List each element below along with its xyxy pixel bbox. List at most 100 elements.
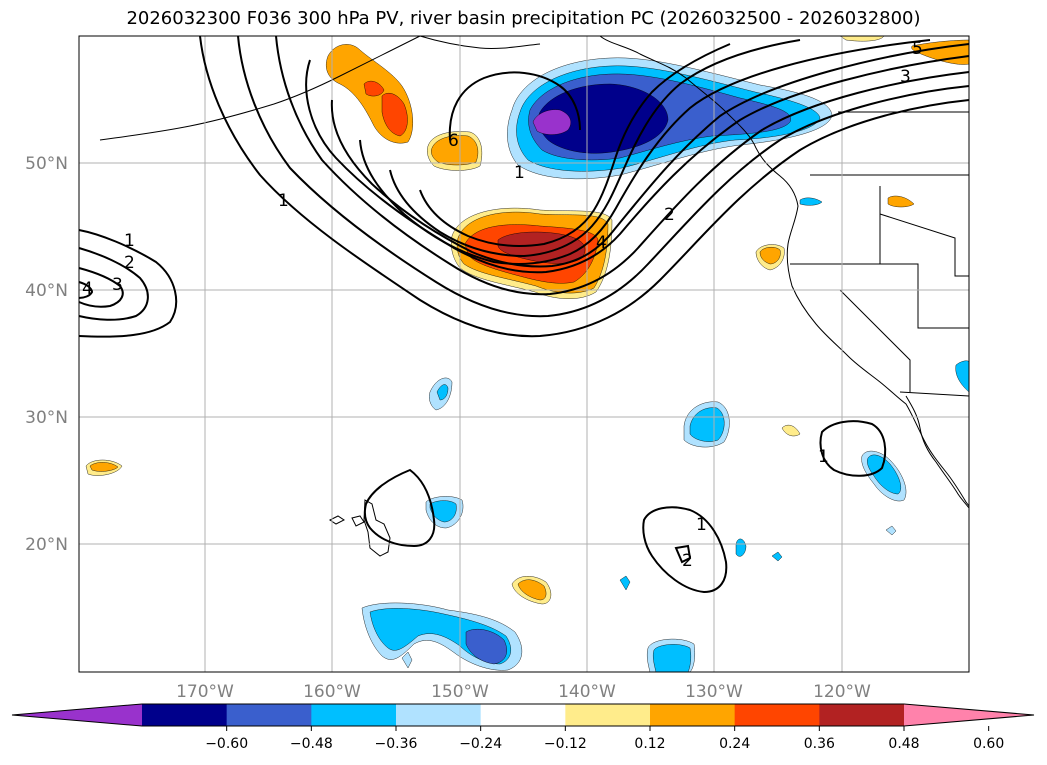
pos-shade-alaska-strong-2: [363, 80, 385, 97]
contour-label-9: 5: [912, 39, 923, 59]
colorbar-tick-label: 0.48: [888, 736, 919, 752]
map-frame: [78, 35, 970, 673]
colorbar-tick-label: 0.36: [804, 736, 835, 752]
colorbar-segment: [734, 704, 820, 726]
graticule: [79, 36, 969, 672]
pv-contour-1d: [305, 55, 970, 274]
colorbar-tick-label: −0.24: [459, 736, 502, 752]
pv-contour-west-4: [78, 281, 94, 299]
colorbar-tick-label: −0.36: [375, 736, 418, 752]
pv-contour-20n-inner: [674, 544, 692, 564]
contour-label-8: 4: [82, 279, 93, 299]
pos-shade-50n-mid: [431, 135, 479, 166]
colorbar-tick-label: −0.48: [290, 736, 333, 752]
neg-shade-tiny-6: [401, 651, 413, 669]
contour-label-14: 2: [682, 551, 693, 571]
neg-shade-gulf-extreme: [532, 109, 571, 135]
lon-label-150w: 150°W: [431, 682, 489, 702]
contour-label-2: 2: [664, 205, 675, 225]
precip-negative-shading: [361, 57, 970, 673]
lon-label-160w: 160°W: [303, 682, 361, 702]
neg-shade-tiny-4: [885, 525, 897, 536]
map-title: 2026032300 F036 300 hPa PV, river basin …: [126, 8, 921, 29]
colorbar-segment: [311, 704, 397, 726]
neg-shade-blob-bottom-mid: [652, 644, 692, 673]
lon-label-130w: 130°W: [685, 682, 743, 702]
neg-shade-tiny-1: [735, 538, 747, 557]
border-states-3: [879, 186, 969, 277]
pv-contour-hawaii: [363, 468, 436, 548]
neg-shade-tiny-5: [799, 197, 823, 206]
pos-shade-ca-mid: [759, 247, 781, 265]
neg-shade-blob-15n-strong: [465, 629, 507, 665]
lat-label-30n: 30°N: [25, 408, 68, 428]
neg-shade-tiny-3: [771, 551, 783, 562]
pv-contour-4: [389, 39, 801, 258]
lat-label-20n: 20°N: [25, 535, 68, 555]
pv-contour-west-3: [78, 267, 124, 308]
pv-contour-3: [359, 39, 931, 265]
contour-label-11: 1: [514, 163, 525, 183]
colorbar-extend-high: [904, 704, 1034, 726]
border-states-4: [839, 289, 911, 392]
island-big-island: [363, 499, 391, 557]
pv-contour-6: [448, 71, 581, 141]
colorbar-segment: [142, 704, 228, 726]
island-maui: [351, 515, 365, 527]
pos-shade-alaska-strong: [381, 93, 408, 137]
border-states-2: [880, 263, 969, 329]
neg-shade-tiny-2: [619, 575, 631, 591]
colorbar-segment: [565, 704, 651, 726]
coastline-alaska-se: [419, 35, 541, 49]
border-us-mexico: [899, 391, 970, 397]
coastline-baja: [905, 395, 970, 509]
pv-contour-west-2: [78, 247, 149, 321]
lat-label-40n: 40°N: [25, 281, 68, 301]
contour-label-12: 1: [818, 447, 829, 467]
colorbar-segment: [226, 704, 312, 726]
contour-label-3: 3: [900, 67, 911, 87]
pos-shade-17n-mid: [517, 579, 547, 601]
colorbar-tick-label: −0.60: [205, 736, 248, 752]
lat-label-50n: 50°N: [25, 154, 68, 174]
colorbar-tick-label: 0.12: [634, 736, 665, 752]
pv-contour-5: [419, 43, 731, 247]
contour-label-6: 2: [124, 253, 135, 273]
pos-shade-hawaii-west-mid: [89, 462, 119, 472]
pv-contour-1: [199, 35, 970, 338]
contour-label-4: 4: [596, 233, 607, 253]
lon-label-140w: 140°W: [558, 682, 616, 702]
lat-labels: 50°N 40°N 30°N 20°N: [25, 154, 68, 555]
pos-shade-idaho: [887, 195, 915, 208]
pv-contour-1b: [237, 35, 970, 318]
colorbar: −0.60 −0.48 −0.36 −0.24 −0.12 0.12 0.24 0.36 0.4…: [11, 703, 1035, 752]
neg-shade-blob-25n-mid: [867, 454, 901, 495]
pv-contour-1c: [275, 35, 970, 296]
lon-label-170w: 170°W: [176, 682, 234, 702]
colorbar-segment: [819, 704, 905, 726]
neg-shade-gulf-deep: [537, 83, 669, 154]
contour-label-5: 1: [124, 231, 135, 251]
colorbar-tick-label: 0.24: [719, 736, 750, 752]
coastline-alaska-peninsula: [99, 35, 421, 141]
neg-shade-blob-30n-mid: [436, 384, 449, 401]
neg-shade-blob-140w-mid: [689, 407, 725, 442]
pv-contour-2: [330, 43, 970, 268]
contour-label-7: 3: [112, 275, 123, 295]
lon-labels: 170°W 160°W 150°W 140°W 130°W 120°W: [176, 682, 871, 702]
contour-label-group: 1 2 3 4 1 2 3 4 5 6 1 1 1 2: [82, 39, 923, 571]
pv-contour-20n-outer: [642, 506, 728, 594]
pv-contour-west-1: [78, 229, 178, 338]
contour-label-1: 1: [278, 191, 289, 211]
colorbar-outline: [11, 703, 1035, 727]
pv-contours: [78, 35, 970, 594]
pos-shade-28n: [781, 424, 801, 437]
lon-label-120w: 120°W: [813, 682, 871, 702]
colorbar-segment: [480, 704, 566, 726]
colorbar-tick-label: 0.60: [973, 736, 1004, 752]
colorbar-extend-low: [12, 704, 142, 726]
contour-label-13: 1: [696, 515, 707, 535]
colorbar-tick-label: −0.12: [544, 736, 587, 752]
precip-positive-shading: [85, 35, 970, 605]
